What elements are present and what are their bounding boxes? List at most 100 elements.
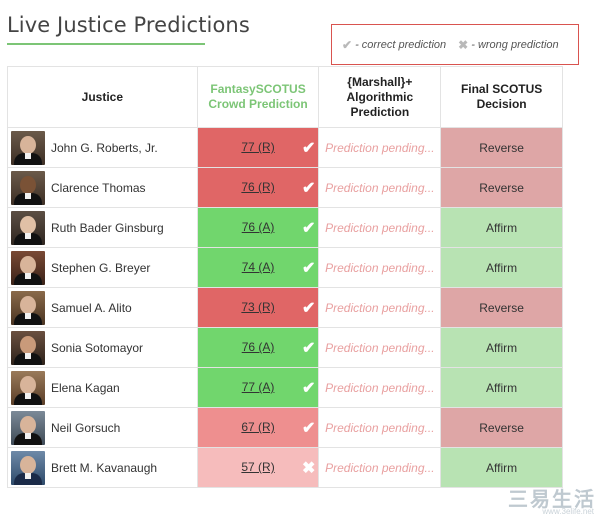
table-row: Samuel A. Alito 73 (R) ✔ Prediction pend… — [8, 288, 563, 328]
crowd-prediction-cell: 76 (A) ✔ — [197, 208, 320, 248]
crowd-prediction-cell: 76 (R) ✔ — [197, 168, 320, 208]
legend-wrong: ✖ - wrong prediction — [458, 38, 559, 52]
algorithmic-prediction-cell: Prediction pending... — [319, 128, 442, 168]
table-row: Neil Gorsuch 67 (R) ✔ Prediction pending… — [8, 408, 563, 448]
justice-cell: Ruth Bader Ginsburg — [8, 208, 198, 248]
watermark-url: www.3elife.net — [542, 507, 594, 516]
justice-name: Brett M. Kavanaugh — [51, 460, 158, 475]
algorithmic-prediction-cell: Prediction pending... — [319, 368, 442, 408]
justice-name: Clarence Thomas — [51, 180, 146, 195]
prediction-pending-text: Prediction pending... — [325, 180, 435, 195]
justice-cell: Neil Gorsuch — [8, 408, 198, 448]
check-icon: ✔ — [302, 380, 316, 397]
title-underline — [7, 43, 205, 45]
algorithmic-prediction-cell: Prediction pending... — [319, 248, 442, 288]
crowd-prediction-cell: 76 (A) ✔ — [197, 328, 320, 368]
justice-name: Sonia Sotomayor — [51, 340, 144, 355]
table-row: Clarence Thomas 76 (R) ✔ Prediction pend… — [8, 168, 563, 208]
crowd-prediction-link[interactable]: 77 (A) — [241, 380, 275, 394]
algorithmic-prediction-cell: Prediction pending... — [319, 288, 442, 328]
final-decision-text: Reverse — [479, 420, 524, 435]
justice-name: Stephen G. Breyer — [51, 260, 151, 275]
justice-cell: Samuel A. Alito — [8, 288, 198, 328]
justice-name: Neil Gorsuch — [51, 420, 121, 435]
prediction-pending-text: Prediction pending... — [325, 220, 435, 235]
crowd-prediction-link[interactable]: 57 (R) — [241, 460, 275, 474]
check-icon: ✔ — [302, 300, 316, 317]
prediction-pending-text: Prediction pending... — [325, 300, 435, 315]
check-icon: ✔ — [342, 37, 353, 52]
justice-cell: John G. Roberts, Jr. — [8, 128, 198, 168]
page-title: Live Justice Predictions — [7, 13, 250, 37]
avatar — [11, 410, 45, 445]
justice-cell: Clarence Thomas — [8, 168, 198, 208]
crowd-prediction-cell: 77 (A) ✔ — [197, 368, 320, 408]
table-row: Brett M. Kavanaugh 57 (R) ✖ Prediction p… — [8, 448, 563, 488]
prediction-pending-text: Prediction pending... — [325, 340, 435, 355]
final-decision-text: Affirm — [486, 340, 518, 355]
table-row: Ruth Bader Ginsburg 76 (A) ✔ Prediction … — [8, 208, 563, 248]
crowd-prediction-link[interactable]: 76 (A) — [241, 220, 275, 234]
header-marshall: {Marshall}+ Algorithmic Prediction — [319, 67, 442, 128]
check-icon: ✔ — [302, 420, 316, 437]
crowd-prediction-cell: 73 (R) ✔ — [197, 288, 320, 328]
justice-name: John G. Roberts, Jr. — [51, 140, 158, 155]
avatar — [11, 130, 45, 165]
final-decision-cell: Reverse — [441, 408, 563, 448]
justice-cell: Brett M. Kavanaugh — [8, 448, 198, 488]
avatar — [11, 370, 45, 405]
algorithmic-prediction-cell: Prediction pending... — [319, 168, 442, 208]
avatar — [11, 330, 45, 365]
check-icon: ✔ — [302, 260, 316, 277]
crowd-prediction-cell: 67 (R) ✔ — [197, 408, 320, 448]
justice-cell: Stephen G. Breyer — [8, 248, 198, 288]
legend-box: ✔ - correct prediction ✖ - wrong predict… — [331, 24, 579, 65]
crowd-prediction-link[interactable]: 74 (A) — [241, 260, 275, 274]
algorithmic-prediction-cell: Prediction pending... — [319, 208, 442, 248]
justice-cell: Sonia Sotomayor — [8, 328, 198, 368]
table-row: Elena Kagan 77 (A) ✔ Prediction pending.… — [8, 368, 563, 408]
final-decision-cell: Reverse — [441, 168, 563, 208]
final-decision-text: Affirm — [486, 460, 518, 475]
final-decision-cell: Affirm — [441, 208, 563, 248]
prediction-pending-text: Prediction pending... — [325, 420, 435, 435]
prediction-pending-text: Prediction pending... — [325, 140, 435, 155]
header-fantasy: FantasySCOTUS Crowd Prediction — [197, 67, 320, 128]
final-decision-text: Affirm — [486, 380, 518, 395]
justice-name: Elena Kagan — [51, 380, 120, 395]
header-final: Final SCOTUS Decision — [441, 67, 563, 128]
crowd-prediction-cell: 77 (R) ✔ — [197, 128, 320, 168]
final-decision-cell: Affirm — [441, 368, 563, 408]
table-row: Stephen G. Breyer 74 (A) ✔ Prediction pe… — [8, 248, 563, 288]
legend-wrong-label: - wrong prediction — [471, 38, 559, 51]
crowd-prediction-cell: 57 (R) ✖ — [197, 448, 320, 488]
justice-name: Samuel A. Alito — [51, 300, 132, 315]
crowd-prediction-link[interactable]: 73 (R) — [241, 300, 275, 314]
algorithmic-prediction-cell: Prediction pending... — [319, 408, 442, 448]
crowd-prediction-link[interactable]: 76 (R) — [241, 180, 275, 194]
final-decision-cell: Affirm — [441, 448, 563, 488]
final-decision-text: Reverse — [479, 180, 524, 195]
prediction-pending-text: Prediction pending... — [325, 380, 435, 395]
crowd-prediction-link[interactable]: 76 (A) — [241, 340, 275, 354]
algorithmic-prediction-cell: Prediction pending... — [319, 448, 442, 488]
final-decision-cell: Affirm — [441, 328, 563, 368]
prediction-pending-text: Prediction pending... — [325, 460, 435, 475]
predictions-table: Justice FantasySCOTUS Crowd Prediction {… — [7, 66, 563, 488]
final-decision-text: Affirm — [486, 260, 518, 275]
watermark: 三易生活 — [508, 487, 596, 511]
avatar — [11, 210, 45, 245]
crowd-prediction-link[interactable]: 67 (R) — [241, 420, 275, 434]
final-decision-text: Affirm — [486, 220, 518, 235]
avatar — [11, 290, 45, 325]
crowd-prediction-cell: 74 (A) ✔ — [197, 248, 320, 288]
final-decision-cell: Reverse — [441, 128, 563, 168]
avatar — [11, 450, 45, 485]
legend-correct-label: - correct prediction — [355, 38, 447, 51]
legend-correct: ✔ - correct prediction — [342, 38, 446, 52]
table-row: John G. Roberts, Jr. 77 (R) ✔ Prediction… — [8, 128, 563, 168]
cross-icon: ✖ — [302, 460, 316, 477]
final-decision-text: Reverse — [479, 140, 524, 155]
justice-cell: Elena Kagan — [8, 368, 198, 408]
crowd-prediction-link[interactable]: 77 (R) — [241, 140, 275, 154]
